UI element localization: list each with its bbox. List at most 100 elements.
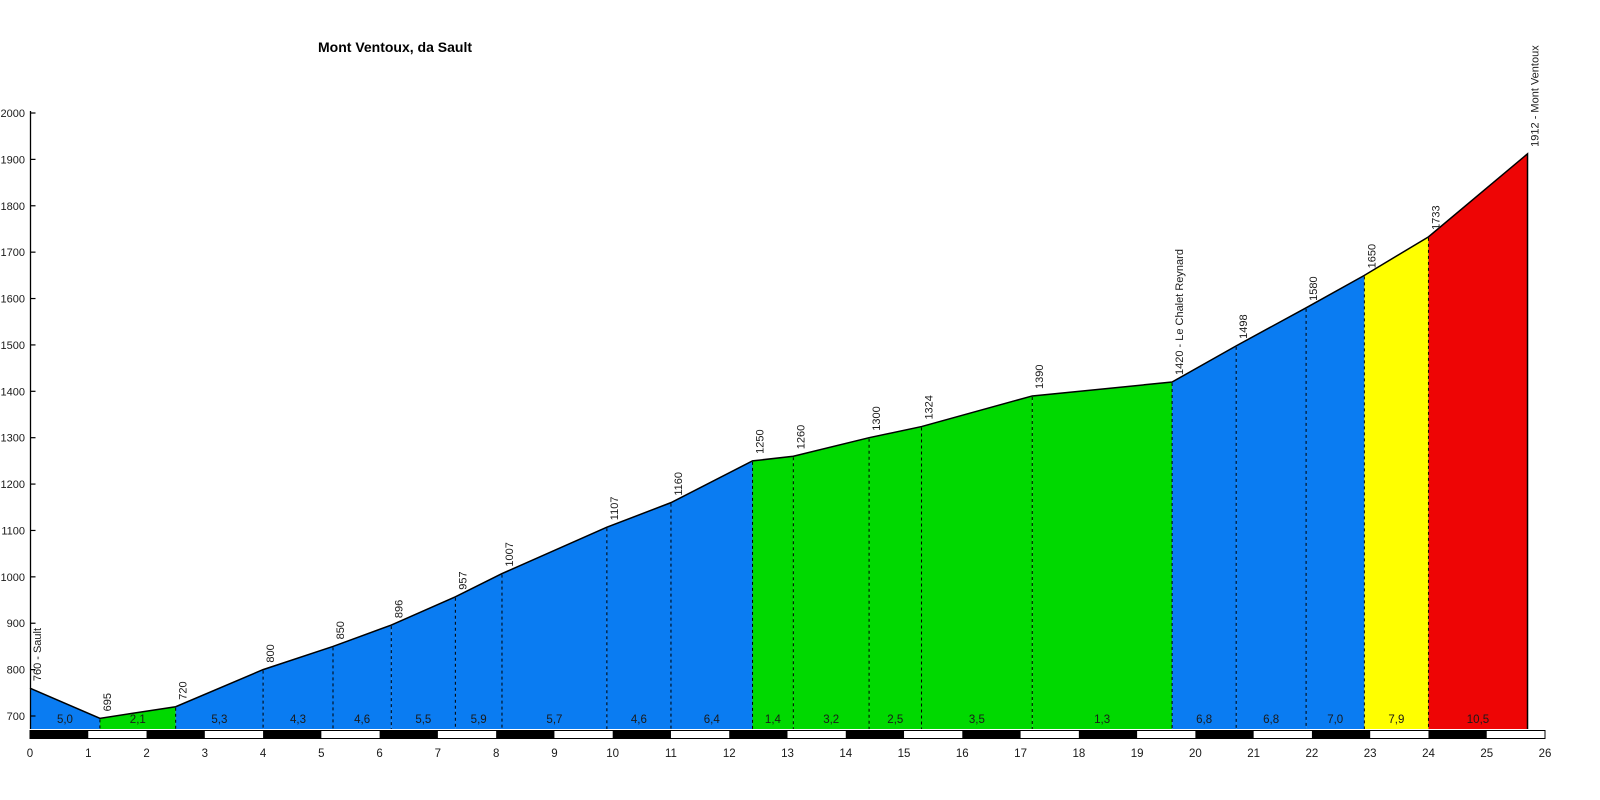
x-axis-tick-label: 23 [1364, 748, 1377, 760]
x-axis-tick-label: 10 [606, 748, 619, 760]
x-axis-tick-label: 19 [1131, 748, 1144, 760]
x-axis-tick-label: 3 [202, 748, 208, 760]
profile-segment-blue [1306, 275, 1365, 729]
x-axis-tick-label: 24 [1422, 748, 1435, 760]
gradient-label: 4,6 [354, 714, 370, 726]
x-axis-tick-label: 22 [1306, 748, 1319, 760]
y-axis-tick-label: 1400 [1, 386, 25, 398]
x-axis-tick-label: 16 [956, 748, 969, 760]
profile-segment-green [752, 456, 794, 729]
y-axis-tick-label: 1100 [1, 525, 25, 537]
gradient-label: 5,3 [211, 714, 227, 726]
km-ruler-segment [1195, 730, 1254, 739]
x-axis-tick-label: 7 [435, 748, 441, 760]
y-axis-tick-label: 1300 [1, 433, 25, 445]
x-axis-tick-label: 13 [781, 748, 794, 760]
km-ruler-border [29, 730, 1546, 739]
profile-segment-yellow [1364, 236, 1429, 729]
x-axis-tick-label: 2 [143, 748, 149, 760]
profile-segment-green [869, 426, 922, 729]
y-axis-tick-label: 1500 [1, 340, 25, 352]
profile-segment-blue [333, 625, 392, 729]
x-axis-tick-label: 4 [260, 748, 267, 760]
km-ruler-segment [729, 730, 788, 739]
km-ruler-segment [30, 730, 89, 739]
km-ruler-segment [146, 730, 205, 739]
x-axis-tick-label: 6 [376, 748, 382, 760]
gradient-label: 1,3 [1094, 714, 1110, 726]
gradient-label: 5,7 [546, 714, 562, 726]
y-axis-tick-label: 1700 [1, 247, 25, 259]
y-axis-tick-label: 700 [7, 711, 25, 723]
x-axis-tick-label: 8 [493, 748, 499, 760]
gradient-label: 10,5 [1467, 714, 1489, 726]
profile-segment-blue [501, 527, 607, 729]
profile-outline [29, 152, 1529, 729]
elevation-label: 800 [265, 644, 277, 662]
y-axis-tick-label: 1000 [1, 572, 25, 584]
profile-segment-blue [391, 596, 456, 729]
gradient-label: 3,2 [823, 714, 839, 726]
km-ruler-segment [962, 730, 1021, 739]
profile-segment-blue [1236, 307, 1307, 729]
profile-segment-blue [175, 669, 264, 729]
elevation-label: 1250 [755, 429, 767, 453]
x-axis-tick-label: 17 [1014, 748, 1027, 760]
elevation-label: 896 [393, 600, 405, 618]
elevation-label: 1420 - Le Chalet Reynard [1174, 249, 1186, 375]
gradient-label: 5,5 [415, 714, 431, 726]
km-ruler-segment [263, 730, 322, 739]
elevation-label: 1580 [1308, 276, 1320, 300]
profile-segment-blue [670, 460, 753, 729]
gradient-label: 5,9 [471, 714, 487, 726]
y-axis-tick-label: 1900 [1, 154, 25, 166]
elevation-label: 1160 [673, 472, 685, 496]
x-axis-tick-label: 18 [1072, 748, 1085, 760]
profile-segment-green [1032, 382, 1173, 729]
km-ruler-segment [1311, 730, 1371, 739]
x-axis-tick-label: 14 [839, 748, 852, 760]
km-ruler-segment [612, 730, 671, 739]
y-axis-tick-label: 1600 [1, 294, 25, 306]
elevation-label: 1007 [504, 542, 516, 566]
km-ruler-segment [845, 730, 905, 739]
gradient-label: 6,8 [1263, 714, 1279, 726]
y-axis-tick-label: 2000 [1, 108, 25, 120]
x-axis-tick-label: 15 [898, 748, 911, 760]
x-axis-tick-label: 25 [1480, 748, 1493, 760]
profile-segment-red [1428, 153, 1528, 729]
x-axis-tick-label: 21 [1247, 748, 1260, 760]
profile-segment-green [99, 706, 176, 729]
profile-segment-blue [30, 688, 100, 729]
profile-segment-green [793, 437, 870, 729]
x-axis-tick-label: 5 [318, 748, 324, 760]
elevation-label: 957 [457, 571, 469, 589]
x-axis-tick-label: 20 [1189, 748, 1202, 760]
y-axis-tick-label: 1800 [1, 201, 25, 213]
chart-title: Mont Ventoux, da Sault [318, 39, 473, 55]
gradient-label: 4,3 [290, 714, 306, 726]
elevation-label: 850 [335, 621, 347, 639]
profile-segment-blue [606, 502, 671, 729]
profile-segment-blue [263, 646, 333, 729]
km-ruler-segment [379, 730, 438, 739]
elevation-label: 720 [178, 681, 190, 699]
gradient-label: 1,4 [765, 714, 782, 726]
gradient-label: 7,0 [1327, 714, 1343, 726]
elevation-label: 1300 [871, 406, 883, 430]
elevation-label: 1650 [1366, 244, 1378, 268]
elevation-label: 1260 [795, 425, 807, 449]
profile-segment-blue [1172, 345, 1237, 729]
elevation-label: 1324 [924, 395, 936, 419]
gradient-label: 5,0 [57, 714, 73, 726]
profile-segment-green [921, 395, 1033, 729]
elevation-label: 1733 [1430, 205, 1442, 229]
km-ruler-segment [1428, 730, 1487, 739]
y-axis-tick-label: 800 [7, 665, 25, 677]
x-axis-tick-label: 1 [85, 748, 91, 760]
elevation-label: 1498 [1238, 314, 1250, 338]
elevation-label: 1107 [609, 497, 621, 521]
elevation-label: 760 - Sault [32, 628, 44, 681]
